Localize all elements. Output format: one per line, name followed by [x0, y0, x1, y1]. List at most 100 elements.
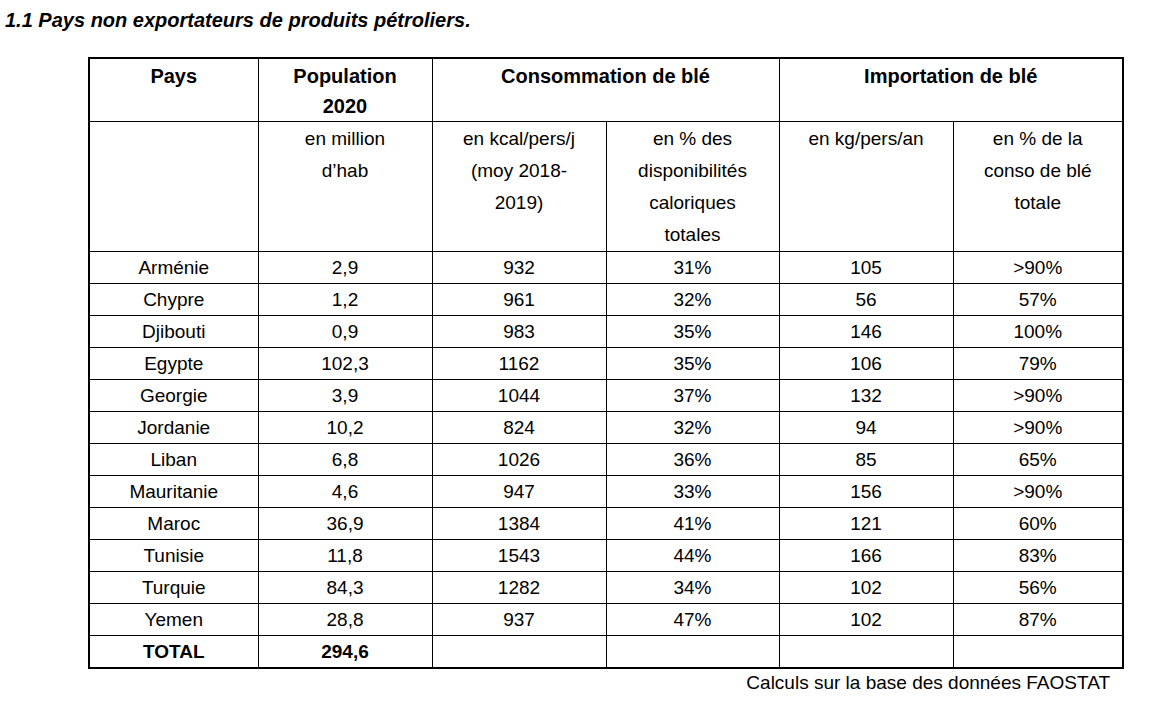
table-row: Egypte 102,3 1162 35% 106 79% [89, 348, 1123, 380]
cell-kcal: 1543 [432, 540, 606, 572]
cell-pct-conso: 79% [953, 348, 1123, 380]
cell-pct-conso: 57% [953, 284, 1123, 316]
cell-pct-dispo: 34% [606, 572, 779, 604]
unit-cell-kg: en kg/pers/an [779, 122, 953, 252]
document-page: 1.1 Pays non exportateurs de produits pé… [0, 0, 1153, 709]
table-row: Yemen 28,8 937 47% 102 87% [89, 604, 1123, 636]
unit-cell-pct-dispo: en % des disponibilités caloriques total… [606, 122, 779, 252]
cell-kcal: 1044 [432, 380, 606, 412]
cell-pays: Arménie [89, 252, 258, 284]
cell-kcal: 1026 [432, 444, 606, 476]
units-row: en million d’hab en kcal/pers/j (moy 201… [89, 122, 1123, 252]
cell-kcal: 1162 [432, 348, 606, 380]
cell-pays: Maroc [89, 508, 258, 540]
cell-kg: 56 [779, 284, 953, 316]
unit-cell-pct-conso: en % de la conso de blé totale [953, 122, 1123, 252]
table-row: Arménie 2,9 932 31% 105 >90% [89, 252, 1123, 284]
cell-pct-dispo: 33% [606, 476, 779, 508]
cell-population: 28,8 [258, 604, 432, 636]
cell-kg: 156 [779, 476, 953, 508]
wheat-data-table: Pays Population 2020 Consommation de blé… [88, 57, 1124, 669]
cell-population: 36,9 [258, 508, 432, 540]
cell-pct-dispo: 35% [606, 316, 779, 348]
table-row: Jordanie 10,2 824 32% 94 >90% [89, 412, 1123, 444]
cell-kg: 106 [779, 348, 953, 380]
cell-kcal: 824 [432, 412, 606, 444]
table-row: Djibouti 0,9 983 35% 146 100% [89, 316, 1123, 348]
cell-kcal: 1282 [432, 572, 606, 604]
cell-kcal: 1384 [432, 508, 606, 540]
cell-pct-dispo: 36% [606, 444, 779, 476]
cell-pct-dispo: 32% [606, 284, 779, 316]
column-header-importation: Importation de blé [779, 58, 1123, 122]
table-row: Chypre 1,2 961 32% 56 57% [89, 284, 1123, 316]
table-foot: TOTAL 294,6 [89, 636, 1123, 669]
source-note: Calculs sur la base des données FAOSTAT [88, 671, 1122, 695]
table-row: Georgie 3,9 1044 37% 132 >90% [89, 380, 1123, 412]
cell-pays: Yemen [89, 604, 258, 636]
section-title: 1.1 Pays non exportateurs de produits pé… [0, 0, 1153, 32]
cell-pays: Liban [89, 444, 258, 476]
cell-pct-conso: >90% [953, 476, 1123, 508]
total-pct-dispo-empty [606, 636, 779, 669]
cell-pct-conso: 100% [953, 316, 1123, 348]
cell-kg: 166 [779, 540, 953, 572]
cell-pct-dispo: 32% [606, 412, 779, 444]
cell-population: 102,3 [258, 348, 432, 380]
cell-pct-dispo: 31% [606, 252, 779, 284]
cell-pays: Georgie [89, 380, 258, 412]
cell-kcal: 932 [432, 252, 606, 284]
cell-population: 11,8 [258, 540, 432, 572]
cell-pct-conso: >90% [953, 380, 1123, 412]
cell-kcal: 983 [432, 316, 606, 348]
cell-pct-conso: 56% [953, 572, 1123, 604]
total-label: TOTAL [89, 636, 258, 669]
table-head: Pays Population 2020 Consommation de blé… [89, 58, 1123, 252]
cell-pct-conso: 65% [953, 444, 1123, 476]
cell-kcal: 961 [432, 284, 606, 316]
cell-population: 10,2 [258, 412, 432, 444]
cell-pct-conso: 83% [953, 540, 1123, 572]
header-row: Pays Population 2020 Consommation de blé… [89, 58, 1123, 122]
cell-population: 3,9 [258, 380, 432, 412]
cell-pays: Egypte [89, 348, 258, 380]
column-header-pays: Pays [89, 58, 258, 122]
cell-kcal: 937 [432, 604, 606, 636]
unit-cell-population: en million d’hab [258, 122, 432, 252]
cell-pays: Chypre [89, 284, 258, 316]
cell-pays: Turquie [89, 572, 258, 604]
column-header-population: Population 2020 [258, 58, 432, 122]
total-population: 294,6 [258, 636, 432, 669]
total-row: TOTAL 294,6 [89, 636, 1123, 669]
country-rows: Arménie 2,9 932 31% 105 >90% Chypre 1,2 … [89, 252, 1123, 636]
cell-pct-dispo: 44% [606, 540, 779, 572]
table-row: Liban 6,8 1026 36% 85 65% [89, 444, 1123, 476]
total-kg-empty [779, 636, 953, 669]
cell-kg: 94 [779, 412, 953, 444]
cell-pays: Djibouti [89, 316, 258, 348]
cell-population: 84,3 [258, 572, 432, 604]
cell-population: 2,9 [258, 252, 432, 284]
cell-kg: 85 [779, 444, 953, 476]
cell-population: 0,9 [258, 316, 432, 348]
cell-pays: Mauritanie [89, 476, 258, 508]
table-row: Maroc 36,9 1384 41% 121 60% [89, 508, 1123, 540]
table-row: Tunisie 11,8 1543 44% 166 83% [89, 540, 1123, 572]
cell-kg: 132 [779, 380, 953, 412]
total-pct-conso-empty [953, 636, 1123, 669]
total-kcal-empty [432, 636, 606, 669]
cell-pct-conso: 60% [953, 508, 1123, 540]
cell-pct-dispo: 37% [606, 380, 779, 412]
table-row: Turquie 84,3 1282 34% 102 56% [89, 572, 1123, 604]
cell-pct-conso: 87% [953, 604, 1123, 636]
cell-kg: 102 [779, 572, 953, 604]
cell-pct-conso: >90% [953, 252, 1123, 284]
cell-kcal: 947 [432, 476, 606, 508]
cell-pays: Jordanie [89, 412, 258, 444]
cell-kg: 105 [779, 252, 953, 284]
cell-pct-conso: >90% [953, 412, 1123, 444]
cell-population: 1,2 [258, 284, 432, 316]
cell-pays: Tunisie [89, 540, 258, 572]
cell-population: 6,8 [258, 444, 432, 476]
cell-population: 4,6 [258, 476, 432, 508]
